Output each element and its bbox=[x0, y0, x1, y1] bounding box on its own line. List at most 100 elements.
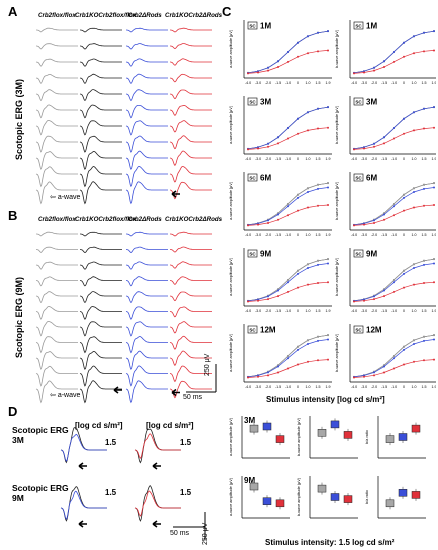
x-tick-label: -4.0 bbox=[245, 385, 251, 389]
erg-trace bbox=[60, 490, 107, 520]
age-label: 9M bbox=[260, 250, 271, 259]
x-tick-label: 1.9 bbox=[432, 309, 437, 313]
x-tick-label: 0 bbox=[297, 233, 299, 237]
box bbox=[330, 493, 340, 501]
sc-badge bbox=[247, 97, 258, 106]
x-tick-label: 1.5 bbox=[316, 233, 321, 237]
erg-trace bbox=[169, 335, 212, 350]
erg-trace bbox=[35, 261, 78, 270]
x-tick-label: -2.0 bbox=[371, 385, 377, 389]
y-axis-label: b-wave amplitude [μV] bbox=[335, 258, 339, 296]
erg-trace bbox=[169, 73, 212, 83]
x-tick-label: 0 bbox=[403, 385, 405, 389]
erg-trace bbox=[125, 306, 168, 320]
x-tick-label: -1.0 bbox=[285, 385, 291, 389]
sc-badge-text: SC bbox=[249, 23, 256, 28]
series-line bbox=[353, 339, 435, 378]
series-line bbox=[353, 30, 435, 74]
data-point bbox=[433, 358, 435, 361]
data-point bbox=[327, 262, 329, 265]
x-tick-label: -2.0 bbox=[265, 385, 271, 389]
series-line bbox=[353, 258, 435, 302]
arrow-icon bbox=[152, 520, 161, 528]
erg-trace bbox=[125, 89, 168, 102]
x-tick-label: 1.9 bbox=[326, 233, 331, 237]
erg-traces-3m bbox=[35, 27, 212, 205]
erg-trace bbox=[126, 27, 168, 33]
x-tick-label: -3.0 bbox=[255, 385, 261, 389]
x-tick-label: 1.5 bbox=[422, 81, 427, 85]
erg-trace bbox=[36, 27, 78, 33]
sc-badge-text: SC bbox=[249, 327, 256, 332]
series-line bbox=[353, 334, 435, 378]
col-title-crb1ko-crb2rods-b: Crb1KOCrb2ΔRods bbox=[165, 216, 223, 223]
y-axis-label: a-wave amplitude [μV] bbox=[229, 182, 233, 220]
data-point bbox=[433, 334, 435, 337]
x-tick-label: 1.0 bbox=[306, 233, 311, 237]
y-axis-label: a-wave amplitude [μV] bbox=[229, 106, 233, 144]
sc-badge bbox=[353, 325, 364, 334]
erg-trace bbox=[125, 365, 168, 387]
x-tick-label: 0 bbox=[403, 157, 405, 161]
age-label: 12M bbox=[366, 326, 382, 335]
scale-time-b: 50 ms bbox=[183, 394, 203, 401]
sc-badge bbox=[247, 173, 258, 182]
x-tick-label: 1.5 bbox=[316, 81, 321, 85]
age-label: 3M bbox=[366, 98, 377, 107]
data-point bbox=[327, 334, 329, 337]
col-title-crb1ko-crb2rods: Crb1KOCrb2ΔRods bbox=[165, 12, 223, 19]
d-erg-traces bbox=[60, 427, 206, 540]
sc-badge-text: SC bbox=[355, 23, 362, 28]
series-line bbox=[353, 106, 435, 150]
box bbox=[398, 489, 408, 497]
x-tick-label: 1.9 bbox=[432, 157, 437, 161]
box bbox=[398, 433, 408, 441]
d-scale-v: 250 μV bbox=[202, 522, 209, 545]
erg-trace bbox=[35, 380, 78, 404]
arrow-icon bbox=[152, 462, 161, 470]
erg-trace bbox=[79, 104, 122, 119]
box bbox=[385, 435, 395, 443]
sc-badge-text: SC bbox=[355, 327, 362, 332]
d-xlabel: Stimulus intensity: 1.5 log cd s/m² bbox=[265, 538, 395, 547]
erg-trace bbox=[36, 43, 78, 50]
erg-trace bbox=[169, 120, 212, 133]
sc-badge bbox=[353, 249, 364, 258]
erg-trace bbox=[35, 320, 78, 337]
x-tick-label: 1.9 bbox=[326, 157, 331, 161]
x-tick-label: 0 bbox=[297, 81, 299, 85]
data-point bbox=[327, 182, 329, 185]
erg-trace bbox=[79, 135, 122, 153]
x-tick-label: -3.0 bbox=[361, 309, 367, 313]
x-tick-label: -3.0 bbox=[361, 157, 367, 161]
x-tick-label: -1.5 bbox=[275, 309, 281, 313]
arrow-icon bbox=[113, 386, 122, 394]
x-tick-label: 0 bbox=[403, 233, 405, 237]
x-tick-label: 1.9 bbox=[432, 233, 437, 237]
erg-trace bbox=[35, 305, 78, 320]
x-tick-label: -4.0 bbox=[351, 157, 357, 161]
erg-trace bbox=[170, 58, 212, 66]
erg-trace bbox=[169, 150, 212, 167]
box bbox=[411, 491, 421, 499]
intensity-response-plots: -4.0 -3.0 -2.0 -1.5 -1.0 0 1.0 1.5 1.9 SC 1M a-wave… bbox=[229, 20, 437, 389]
d-row2-label: Scotopic ERG 9M bbox=[12, 483, 69, 503]
erg-trace bbox=[125, 165, 168, 188]
erg-trace bbox=[125, 261, 168, 270]
erg-trace bbox=[35, 104, 78, 119]
sc-badge bbox=[353, 97, 364, 106]
x-tick-label: 0 bbox=[403, 81, 405, 85]
series-line bbox=[247, 334, 329, 378]
erg-trace bbox=[125, 380, 168, 404]
erg-trace bbox=[79, 166, 122, 188]
sc-badge-text: SC bbox=[355, 251, 362, 256]
panel-c-xlabel: Stimulus intensity [log cd s/m²] bbox=[266, 395, 385, 404]
erg-trace bbox=[169, 166, 212, 183]
series-line bbox=[247, 106, 329, 150]
y-axis-label: b-wave amplitude [μV] bbox=[335, 106, 339, 144]
erg-trace bbox=[170, 231, 212, 237]
erg-trace bbox=[169, 365, 212, 383]
erg-trace bbox=[169, 350, 212, 367]
erg-trace bbox=[169, 306, 212, 318]
x-tick-label: -3.0 bbox=[361, 233, 367, 237]
